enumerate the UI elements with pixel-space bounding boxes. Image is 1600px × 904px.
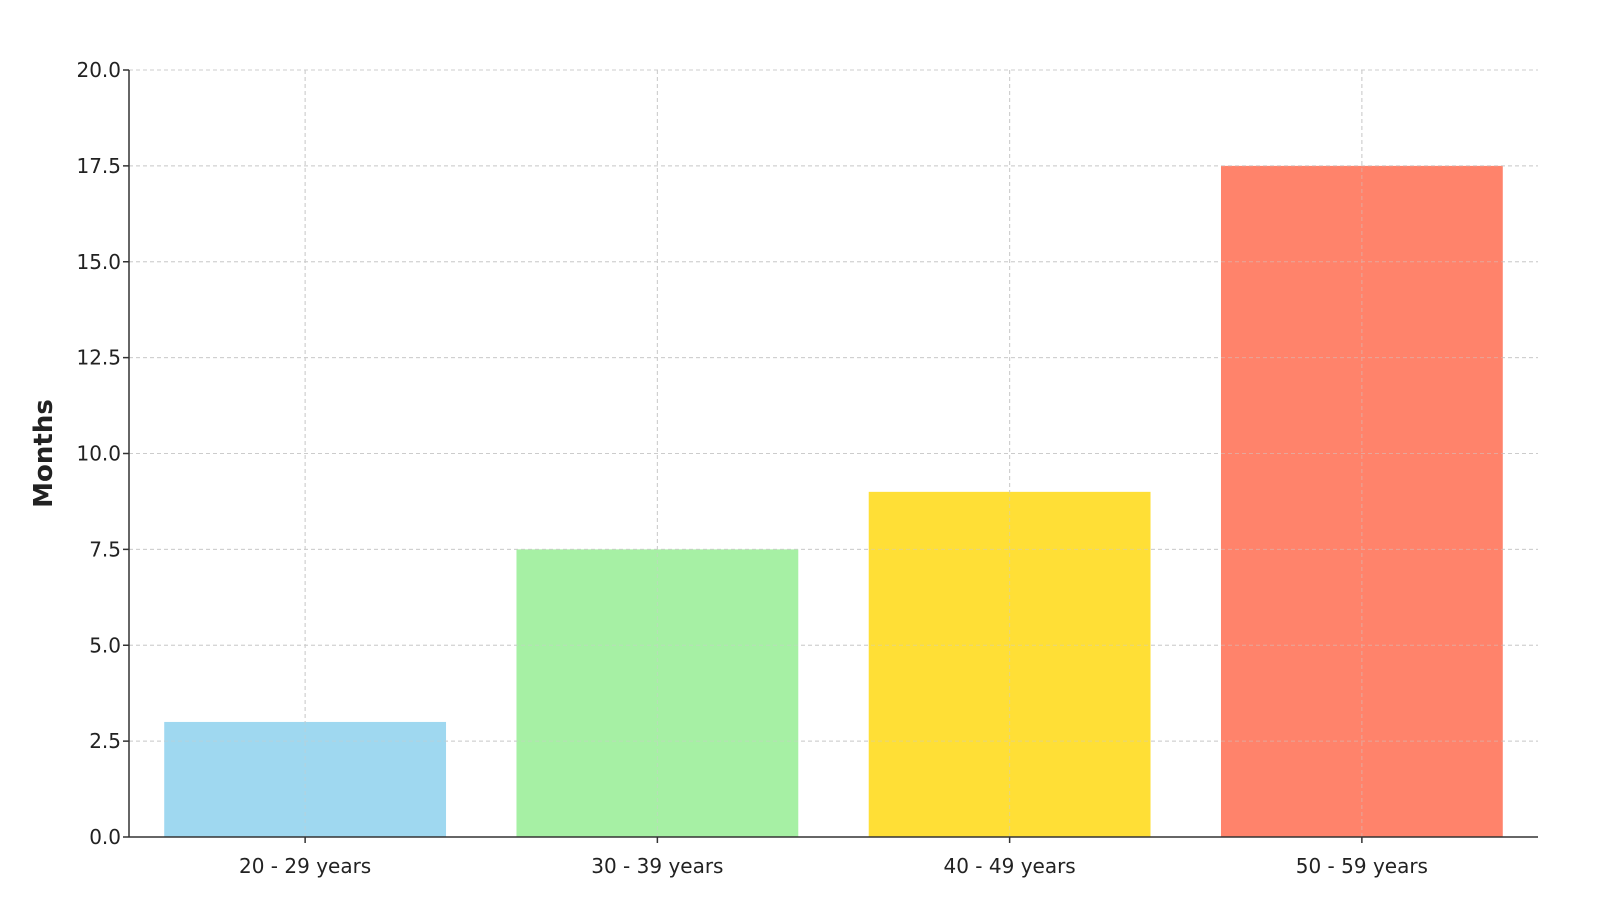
y-tick-label: 2.5 <box>89 729 121 753</box>
y-tick-label: 20.0 <box>76 58 121 82</box>
bar <box>1220 165 1503 837</box>
x-tick-label: 20 - 29 years <box>239 854 371 878</box>
y-tick-label: 7.5 <box>89 537 121 561</box>
bars <box>129 69 1538 838</box>
x-tick-label: 30 - 39 years <box>591 854 723 878</box>
y-tick-label: 15.0 <box>76 250 121 274</box>
y-axis-label: Months <box>29 399 59 508</box>
y-tick-label: 12.5 <box>76 346 121 370</box>
y-tick-label: 5.0 <box>89 633 121 657</box>
y-tick-label: 10.0 <box>76 442 121 466</box>
x-tick-label: 50 - 59 years <box>1296 854 1428 878</box>
x-tick-label: 40 - 49 years <box>944 854 1076 878</box>
y-tick-label: 0.0 <box>89 825 121 849</box>
y-tick-label: 17.5 <box>76 154 121 178</box>
x-axis-ticks: 20 - 29 years 30 - 39 years 40 - 49 years 5… <box>239 837 1428 878</box>
y-axis-ticks: 0.0 2.5 5.0 7.5 10.0 12.5 15.0 17.5 20.0 <box>76 58 129 849</box>
